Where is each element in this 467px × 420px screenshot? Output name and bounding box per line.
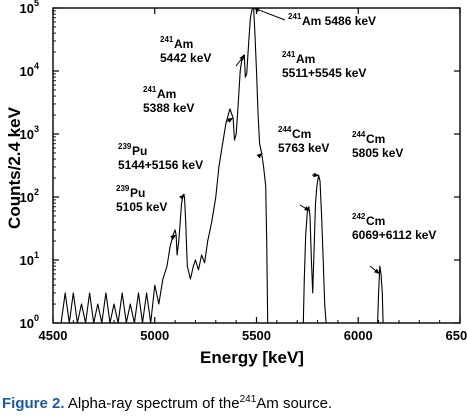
x-tick-label: 6500: [446, 328, 467, 343]
annotation-mass-number: 241: [160, 35, 174, 44]
plot-frame: [52, 7, 461, 324]
x-axis-title: Energy [keV]: [200, 348, 304, 367]
annotation-mass-number: 242: [352, 212, 366, 221]
annotation-arrowhead: [170, 234, 177, 240]
annotation-line: Pu: [132, 144, 147, 158]
figure-caption: Figure 2. Alpha-ray spectrum of the241Am…: [2, 394, 462, 412]
spectrum-line-0: [60, 7, 384, 324]
y-tick-exponent: 2: [34, 187, 39, 197]
plot-area: [52, 7, 461, 324]
annotation-arrowhead: [313, 172, 320, 178]
y-tick-label: 100: [20, 313, 39, 331]
y-tick-exponent: 3: [34, 124, 39, 134]
annotation-line: Am 5486 keV: [302, 14, 376, 28]
annotation-arrowhead: [374, 268, 380, 274]
caption-text-before: Alpha-ray spectrum of the: [67, 395, 240, 412]
y-tick-exponent: 1: [34, 250, 39, 260]
y-tick-exponent: 5: [34, 0, 39, 8]
caption-superscript: 241: [239, 394, 257, 405]
annotation-arrowhead: [253, 7, 260, 13]
y-axis-title: Counts/2.4 keV: [5, 106, 24, 229]
x-tick-label: 6000: [344, 328, 373, 343]
annotation-line: 6069+6112 keV: [352, 228, 436, 242]
annotation-arrow: [253, 7, 286, 21]
annotation-line: Cm: [292, 127, 311, 141]
y-tick-exponent: 4: [34, 61, 39, 71]
y-tick-label: 101: [20, 250, 39, 268]
caption-label: Figure 2.: [2, 395, 65, 412]
annotation-line: Am: [174, 37, 193, 51]
tick-labels: 45005000550060006500100101102103104105: [20, 0, 467, 343]
y-tick-label: 105: [20, 0, 39, 16]
caption-text-after: Am source.: [256, 395, 333, 412]
annotation-line: 5763 keV: [278, 141, 329, 155]
annotation-arrowhead: [179, 194, 185, 200]
annotation-line: Am: [157, 87, 176, 101]
annotation-mass-number: 241: [282, 50, 296, 59]
annotation-arrowhead: [227, 117, 234, 123]
annotation-line: 5805 keV: [352, 146, 403, 160]
annotation-line: Cm: [366, 214, 385, 228]
annotation-arrowhead: [256, 152, 263, 159]
y-tick-exponent: 0: [34, 313, 39, 323]
annotation-arrowhead: [239, 54, 245, 61]
annotation-line: Cm: [366, 132, 385, 146]
annotation-line: 5105 keV: [116, 200, 167, 214]
x-tick-label: 5000: [140, 328, 169, 343]
annotation-mass-number: 244: [278, 125, 292, 134]
annotation-mass-number: 241: [143, 85, 157, 94]
annotation-line: Pu: [130, 186, 145, 200]
annotation-mass-number: 239: [118, 142, 132, 151]
annotation-241-0: 241 Am 5486 keV: [253, 7, 376, 28]
annotation-line: 5144+5156 keV: [118, 158, 203, 172]
annotation-mass-number: 241: [288, 12, 302, 21]
annotation-mass-number: 239: [116, 184, 130, 193]
y-tick-label: 104: [20, 61, 39, 79]
annotation-line: 5511+5545 keV: [282, 66, 366, 80]
x-tick-label: 4500: [39, 328, 68, 343]
annotation-line: Am: [296, 52, 315, 66]
annotation-mass-number: 244: [352, 130, 366, 139]
axis-ticks: [52, 7, 461, 324]
annotation-arrowhead: [304, 206, 311, 211]
annotation-line: 5388 keV: [143, 101, 194, 115]
x-tick-label: 5500: [242, 328, 271, 343]
annotation-line: 5442 keV: [160, 51, 211, 65]
